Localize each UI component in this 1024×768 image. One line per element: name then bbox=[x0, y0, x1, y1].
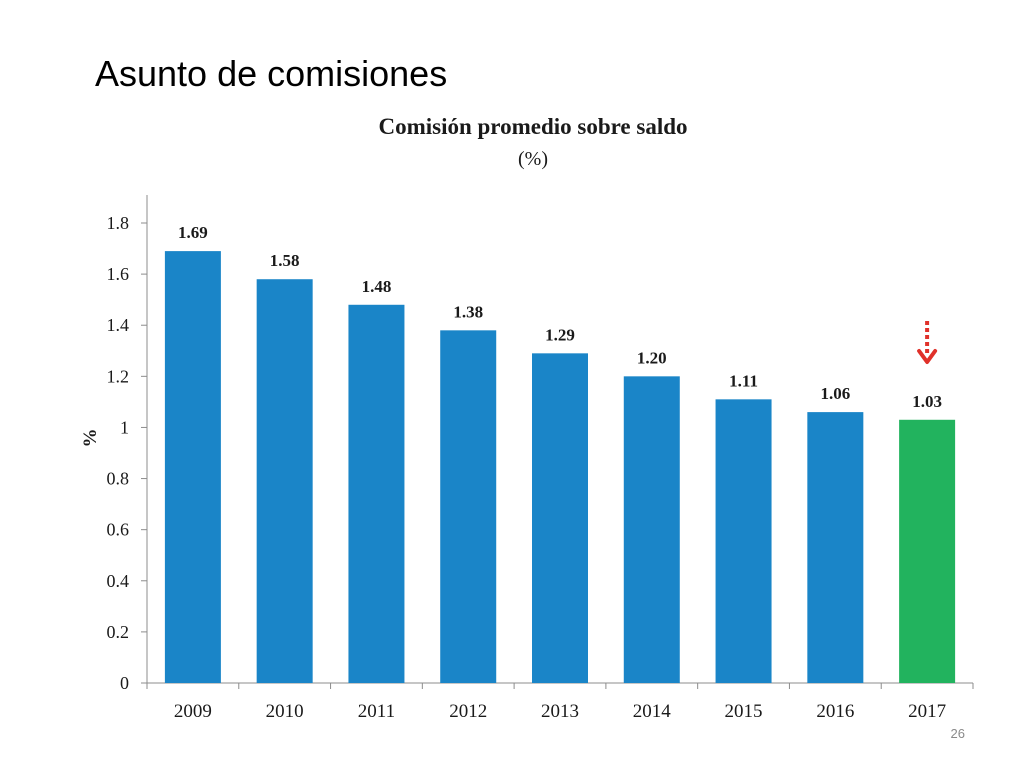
bar-highlight bbox=[899, 419, 956, 683]
chart-title: Comisión promedio sobre saldo bbox=[378, 114, 687, 139]
y-tick-label: 0.2 bbox=[107, 622, 130, 642]
bar bbox=[440, 330, 497, 683]
y-tick-label: 0.8 bbox=[107, 469, 130, 489]
bar bbox=[348, 304, 405, 683]
y-axis-label: % bbox=[80, 429, 101, 448]
data-label: 1.38 bbox=[453, 302, 483, 321]
slide-title: Asunto de comisiones bbox=[95, 53, 448, 94]
data-label: 1.06 bbox=[820, 384, 850, 403]
data-label: 1.48 bbox=[362, 277, 392, 296]
y-tick-label: 0 bbox=[120, 673, 129, 693]
x-tick-label: 2015 bbox=[725, 701, 763, 722]
x-tick-label: 2011 bbox=[358, 701, 395, 722]
x-tick-label: 2014 bbox=[633, 701, 672, 722]
x-tick-label: 2009 bbox=[174, 701, 212, 722]
data-label: 1.69 bbox=[178, 223, 208, 242]
bar bbox=[623, 376, 680, 683]
x-tick-label: 2016 bbox=[816, 701, 854, 722]
page-number: 26 bbox=[950, 726, 965, 741]
bar bbox=[807, 412, 864, 683]
y-tick-label: 1.8 bbox=[107, 213, 130, 233]
x-tick-label: 2012 bbox=[449, 701, 487, 722]
y-tick-label: 0.6 bbox=[107, 520, 130, 540]
data-label: 1.03 bbox=[912, 392, 942, 411]
bar bbox=[164, 251, 221, 683]
data-label: 1.58 bbox=[270, 251, 300, 270]
data-label: 1.29 bbox=[545, 325, 575, 344]
bar bbox=[532, 353, 588, 683]
y-tick-label: 1.2 bbox=[107, 366, 130, 386]
data-label: 1.20 bbox=[637, 348, 667, 367]
x-tick-label: 2013 bbox=[541, 701, 579, 722]
bar bbox=[256, 279, 313, 683]
x-tick-label: 2010 bbox=[266, 701, 304, 722]
chart-subtitle: (%) bbox=[518, 148, 548, 170]
plot-area: 0 0.2 0.4 0.6 0.8 1 1.2 1.4 1.6 1.8 1.69 2009 1.58 20… bbox=[107, 195, 974, 722]
bar bbox=[715, 399, 772, 683]
down-arrow-head-icon bbox=[917, 349, 938, 364]
y-tick-label: 1 bbox=[120, 417, 129, 437]
y-tick-label: 0.4 bbox=[107, 571, 130, 591]
y-tick-label: 1.4 bbox=[107, 315, 130, 335]
data-label: 1.11 bbox=[729, 371, 758, 390]
x-tick-label: 2017 bbox=[908, 701, 946, 722]
y-tick-label: 1.6 bbox=[107, 264, 130, 284]
